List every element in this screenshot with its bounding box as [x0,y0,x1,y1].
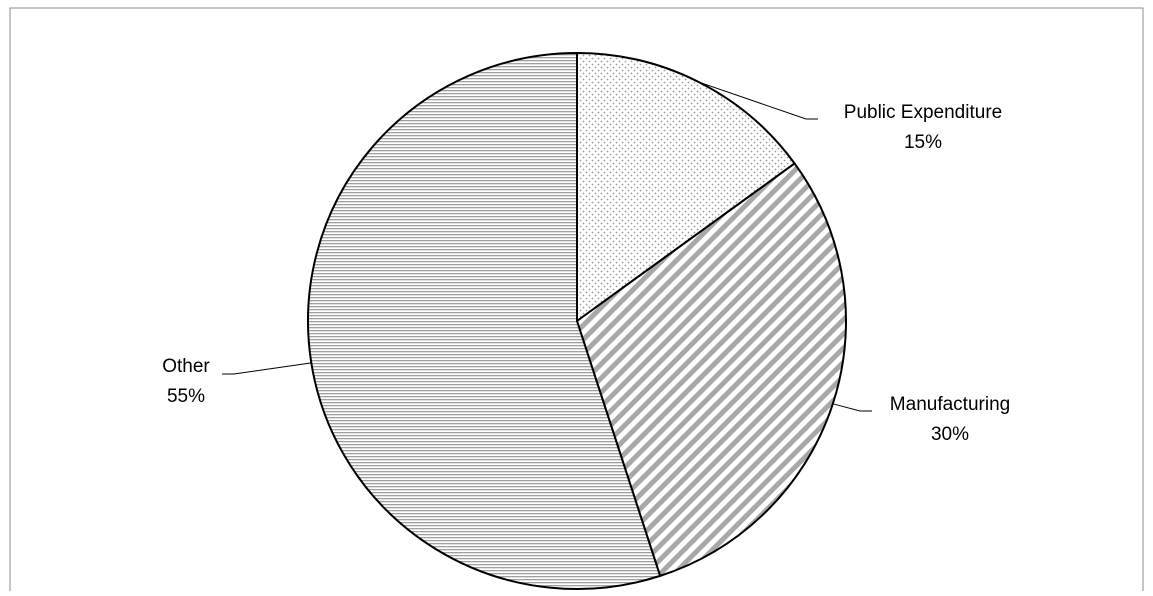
slice-name-label: Other [162,356,210,377]
slice-percent-label: 55% [167,386,205,407]
pie-slice-other [307,52,662,590]
leader-line-public-expenditure [698,81,818,120]
leader-line-manufacturing [832,403,872,412]
chart-frame [9,7,1144,591]
slice-name-label: Public Expenditure [844,102,1002,123]
pie-slices [307,52,847,590]
pie-slice-public-expenditure [576,52,796,322]
leader-line-other [222,362,312,375]
leader-lines [222,81,872,412]
slice-percent-label: 30% [931,424,969,445]
slice-name-label: Manufacturing [890,394,1010,415]
slice-percent-label: 15% [904,132,942,153]
